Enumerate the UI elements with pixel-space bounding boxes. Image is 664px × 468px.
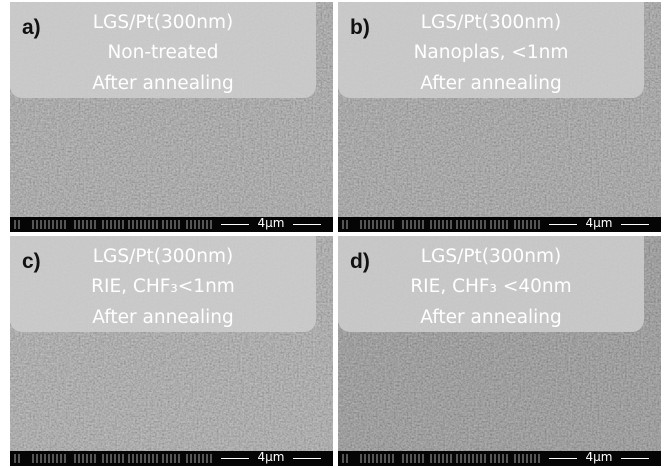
label-line: After annealing (10, 73, 316, 94)
scale-bar: 4µm (217, 451, 325, 466)
meta-text (490, 220, 510, 229)
meta-text (128, 220, 158, 229)
label-line: Nanoplas, <1nm (338, 42, 644, 63)
scale-line (621, 224, 649, 225)
meta-text (14, 454, 22, 463)
scale-line (621, 458, 649, 459)
info-bar: 4µm (338, 451, 661, 466)
scale-label: 4µm (545, 450, 653, 464)
scale-line (293, 224, 321, 225)
label-line: RIE, CHF₃<1nm (10, 276, 316, 297)
scale-label: 4µm (217, 216, 325, 230)
meta-text (490, 454, 510, 463)
figure: {"panels": [ {"letter": "a)", "lines": [… (0, 0, 664, 468)
meta-text (430, 454, 452, 463)
meta-text (162, 454, 182, 463)
scale-line (293, 458, 321, 459)
info-bar: 4µm (10, 217, 333, 232)
label-line: After annealing (338, 307, 644, 328)
meta-text (32, 454, 68, 463)
meta-text (74, 454, 96, 463)
meta-text (360, 454, 396, 463)
scale-bar: 4µm (217, 217, 325, 232)
meta-text (186, 220, 212, 229)
meta-text (360, 220, 396, 229)
scale-bar: 4µm (545, 451, 653, 466)
label-line: After annealing (338, 73, 644, 94)
meta-text (162, 220, 182, 229)
label-line: Non-treated (10, 42, 316, 63)
meta-text (456, 220, 486, 229)
label-line: LGS/Pt(300nm) (338, 246, 644, 267)
meta-text (14, 220, 22, 229)
meta-text (102, 454, 124, 463)
label-line: RIE, CHF₃ <40nm (338, 276, 644, 297)
meta-text (74, 220, 96, 229)
meta-text (186, 454, 212, 463)
meta-text (342, 220, 350, 229)
label-line: After annealing (10, 307, 316, 328)
label-line: LGS/Pt(300nm) (338, 12, 644, 33)
scale-label: 4µm (217, 450, 325, 464)
meta-text (430, 220, 452, 229)
info-bar: 4µm (338, 217, 661, 232)
scale-label: 4µm (545, 216, 653, 230)
label-line: LGS/Pt(300nm) (10, 246, 316, 267)
meta-text (102, 220, 124, 229)
meta-text (342, 454, 350, 463)
label-line: LGS/Pt(300nm) (10, 12, 316, 33)
meta-text (128, 454, 158, 463)
meta-text (456, 454, 486, 463)
meta-text (402, 220, 424, 229)
meta-text (32, 220, 68, 229)
scale-bar: 4µm (545, 217, 653, 232)
meta-text (402, 454, 424, 463)
meta-text (514, 454, 540, 463)
meta-text (514, 220, 540, 229)
info-bar: 4µm (10, 451, 333, 466)
